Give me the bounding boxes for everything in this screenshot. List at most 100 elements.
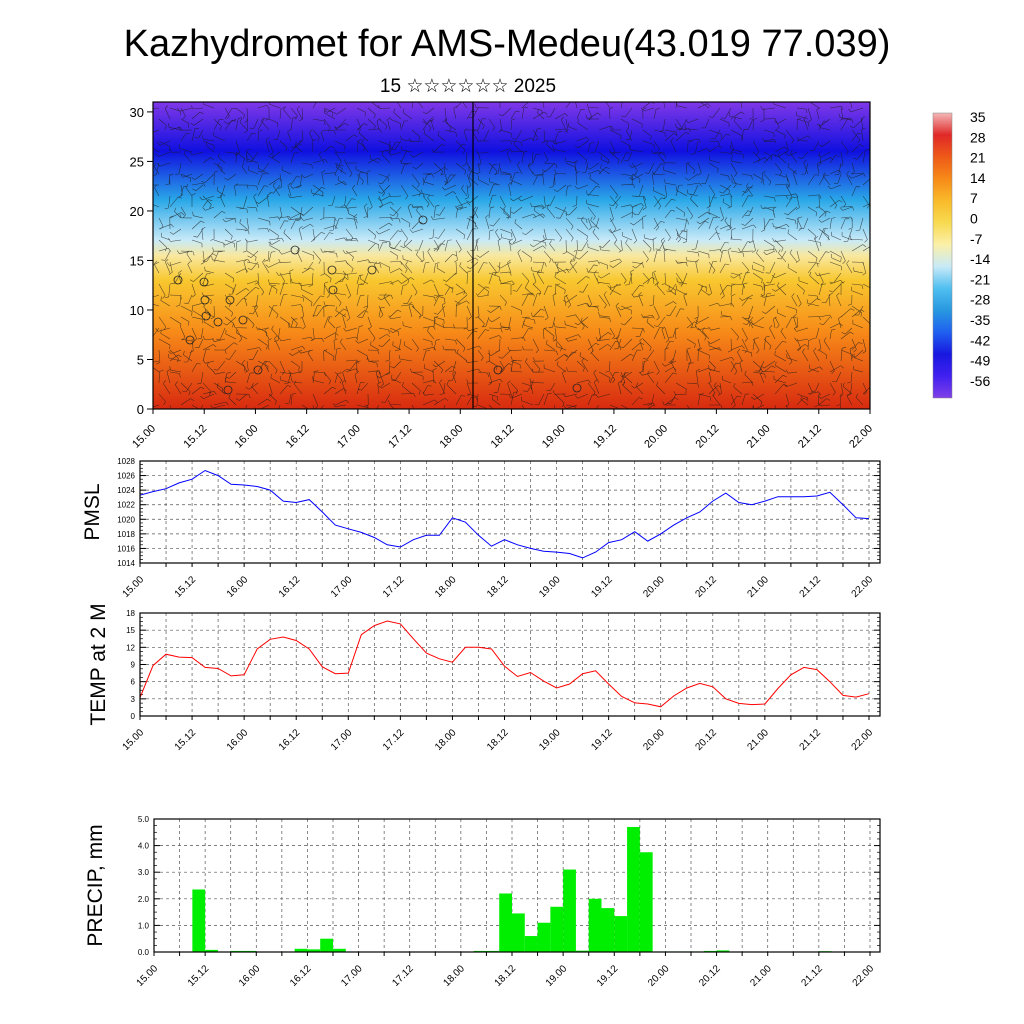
profile-x-tick-label: 16.12 — [284, 423, 312, 451]
colorbar-label: -49 — [970, 353, 990, 369]
colorbar-label: -7 — [970, 231, 983, 247]
pmsl-x-tick-label: 15.12 — [173, 574, 199, 600]
colorbar-label: 28 — [970, 129, 986, 145]
pmsl-x-tick-label: 17.00 — [329, 574, 355, 600]
colorbar-label: -56 — [970, 373, 990, 389]
temp-x-tick-label: 22.00 — [850, 727, 876, 753]
page-subtitle: 15 ☆☆☆☆☆☆ 2025 — [380, 76, 556, 97]
precip-x-tick-label: 15.12 — [186, 963, 212, 989]
calm-wind-circle — [290, 245, 300, 255]
pmsl-y-tick-label: 1024 — [117, 486, 135, 495]
temp-line — [139, 620, 870, 708]
pmsl-x-tick-label: 21.12 — [798, 574, 824, 600]
precip-bar — [294, 948, 308, 952]
profile-y-tick-label: 0 — [137, 402, 144, 417]
profile-x-tick-label: 16.00 — [233, 423, 261, 451]
precip-x-tick-label: 19.12 — [595, 963, 621, 989]
colorbar-label: -35 — [970, 312, 990, 328]
calm-wind-circle — [493, 365, 503, 375]
precip-y-tick-label: 5.0 — [138, 815, 150, 824]
precip-bar — [563, 869, 576, 952]
profile-x-tick-label: 18.12 — [489, 423, 517, 451]
precip-x-tick-label: 22.00 — [851, 963, 877, 989]
calm-wind-circle — [185, 335, 195, 345]
pmsl-x-tick-label: 20.00 — [641, 574, 667, 600]
precip-bar — [524, 936, 538, 952]
calm-wind-circle — [253, 365, 263, 375]
profile-x-tick-label: 21.00 — [745, 423, 773, 451]
temp-x-tick-label: 18.12 — [485, 727, 511, 753]
pmsl-y-label: PMSL — [81, 483, 104, 540]
precip-bar — [588, 898, 602, 952]
pmsl-frame — [139, 460, 881, 564]
pmsl-x-tick-label: 18.12 — [485, 574, 511, 600]
colorbar-label: -21 — [970, 271, 990, 287]
temp-y-tick-label: 12 — [126, 643, 135, 652]
precip-y-tick-label: 4.0 — [138, 842, 150, 851]
temp-x-tick-label: 19.00 — [537, 727, 563, 753]
profile-y-tick-label: 15 — [130, 253, 144, 268]
precip-bar — [575, 950, 589, 952]
colorbar-label: 21 — [970, 150, 986, 166]
temp-x-tick-label: 21.12 — [798, 727, 824, 753]
calm-wind-circle — [213, 317, 223, 327]
colorbar-label: 7 — [970, 190, 978, 206]
profile-x-tick-label: 20.12 — [694, 423, 722, 451]
pmsl-x-tick-label: 17.12 — [381, 574, 407, 600]
profile-x-tick-label: 17.12 — [386, 423, 414, 451]
precip-bar — [716, 950, 730, 952]
profile-y-tick-label: 20 — [130, 204, 144, 219]
wind-barbs — [153, 102, 870, 409]
profile-x-tick-label: 21.12 — [796, 423, 824, 451]
colorbar-label: 35 — [970, 109, 986, 125]
precip-x-tick-label: 19.00 — [544, 963, 570, 989]
precip-x-tick-label: 16.00 — [237, 963, 263, 989]
calm-wind-circle — [199, 277, 209, 287]
precip-y-label: PRECIP, mm — [84, 824, 107, 946]
temp-x-tick-label: 18.00 — [433, 727, 459, 753]
profile-x-tick-label: 20.00 — [642, 423, 670, 451]
profile-x-tick-label: 15.00 — [130, 423, 158, 451]
precip-bar — [512, 913, 525, 952]
temp-x-tick-label: 20.12 — [693, 727, 719, 753]
colorbar-label: -14 — [970, 251, 990, 267]
pmsl-y-tick-label: 1020 — [117, 515, 135, 524]
pmsl-x-tick-label: 16.00 — [225, 574, 251, 600]
precip-bar — [601, 908, 615, 952]
colorbar: 35 28 21 14 7 0 -7 -14 -21 -28 -35 -42 -49 -56 — [932, 109, 990, 399]
pmsl-y-tick-label: 1016 — [117, 544, 135, 553]
temp-x-tick-label: 19.12 — [589, 727, 615, 753]
pmsl-y-tick-label: 1018 — [117, 530, 135, 539]
precip-bar — [550, 906, 564, 952]
precip-x-tick-label: 18.12 — [493, 963, 519, 989]
precip-y-tick-label: 1.0 — [138, 921, 150, 930]
temp-y-tick-label: 9 — [131, 661, 136, 670]
temp-y-tick-label: 3 — [131, 695, 136, 704]
calm-wind-circle — [200, 295, 210, 305]
precip-bar — [333, 948, 346, 952]
precip-bar — [192, 889, 206, 952]
pmsl-x-tick-label: 20.12 — [693, 574, 719, 600]
pmsl-x-tick-label: 15.00 — [121, 574, 147, 600]
profile-y-tick-label: 5 — [137, 352, 144, 367]
precip-bar — [639, 852, 653, 952]
calm-wind-circle — [223, 385, 233, 395]
precip-x-tick-label: 18.00 — [442, 963, 468, 989]
temp-y-tick-label: 18 — [126, 609, 135, 618]
profile-x-tick-label: 22.00 — [847, 423, 875, 451]
profile-y-tick-label: 30 — [130, 105, 144, 120]
precip-bar — [307, 949, 321, 952]
temp-x-tick-label: 15.00 — [121, 727, 147, 753]
temp-y-tick-label: 0 — [131, 712, 136, 721]
profile-x-tick-label: 17.00 — [335, 423, 363, 451]
precip-bar — [205, 949, 218, 952]
precip-y-tick-label: 3.0 — [138, 868, 150, 877]
temp-x-tick-label: 16.12 — [277, 727, 303, 753]
pmsl-y-tick-label: 1028 — [117, 457, 135, 466]
precip-x-tick-label: 21.00 — [748, 963, 774, 989]
pmsl-x-tick-label: 21.00 — [746, 574, 772, 600]
pmsl-x-tick-label: 19.00 — [537, 574, 563, 600]
colorbar-label: 14 — [970, 170, 986, 186]
temp-y-tick-label: 15 — [126, 626, 135, 635]
